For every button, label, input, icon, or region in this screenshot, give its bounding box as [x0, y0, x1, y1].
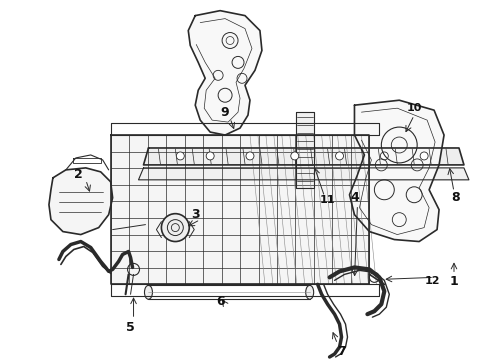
- Text: 7: 7: [337, 345, 346, 357]
- Polygon shape: [144, 148, 464, 165]
- Circle shape: [246, 152, 254, 160]
- Text: 6: 6: [216, 295, 224, 308]
- Circle shape: [161, 214, 189, 242]
- Ellipse shape: [145, 285, 152, 299]
- Polygon shape: [349, 100, 444, 242]
- Circle shape: [291, 152, 299, 160]
- Polygon shape: [296, 112, 314, 188]
- Text: 4: 4: [350, 191, 359, 204]
- Circle shape: [176, 152, 184, 160]
- Text: 9: 9: [221, 105, 229, 119]
- Polygon shape: [49, 168, 113, 235]
- Text: 8: 8: [452, 191, 460, 204]
- Text: 10: 10: [407, 103, 422, 113]
- Text: 3: 3: [191, 208, 199, 221]
- Polygon shape: [188, 11, 262, 135]
- Text: 2: 2: [74, 168, 83, 181]
- Text: 12: 12: [424, 276, 440, 286]
- Polygon shape: [111, 135, 369, 284]
- Text: 11: 11: [320, 195, 335, 205]
- Circle shape: [420, 152, 428, 160]
- Circle shape: [336, 152, 343, 160]
- Ellipse shape: [306, 285, 314, 299]
- Polygon shape: [139, 168, 469, 180]
- Text: 5: 5: [126, 321, 135, 334]
- Circle shape: [380, 152, 388, 160]
- Text: 1: 1: [450, 275, 458, 288]
- Circle shape: [206, 152, 214, 160]
